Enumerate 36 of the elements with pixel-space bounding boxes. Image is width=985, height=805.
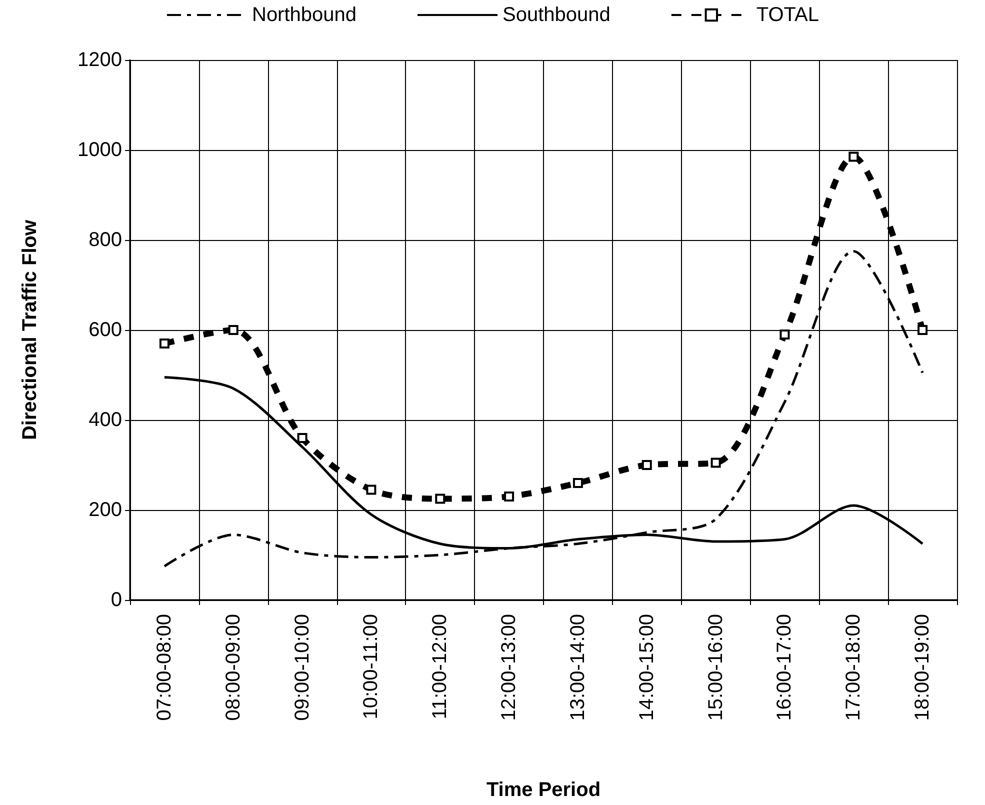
legend-label: Northbound bbox=[252, 4, 357, 26]
x-tick-label: 11:00-12:00 bbox=[429, 614, 452, 720]
point bbox=[918, 325, 928, 335]
y-tick-label: 1200 bbox=[78, 49, 122, 71]
point bbox=[642, 460, 652, 470]
point bbox=[435, 494, 446, 504]
point bbox=[366, 484, 376, 495]
x-tick-label: 09:00-10:00 bbox=[291, 614, 314, 721]
x-tick-label: 07:00-08:00 bbox=[153, 614, 176, 721]
y-tick-label: 800 bbox=[88, 229, 122, 251]
x-tick-label: 16:00-17:00 bbox=[774, 614, 796, 721]
point bbox=[572, 478, 583, 488]
x-tick-label: 08:00-09:00 bbox=[222, 614, 244, 721]
y-tick-label: 1000 bbox=[78, 139, 122, 161]
x-tick-label: 14:00-15:00 bbox=[636, 614, 658, 721]
y-axis-title: Directional Traffic Flow bbox=[19, 220, 41, 440]
y-tick-label: 400 bbox=[88, 409, 122, 431]
point bbox=[504, 492, 514, 502]
point bbox=[159, 338, 170, 348]
x-tick-label: 18:00-19:00 bbox=[912, 614, 934, 721]
x-axis-title: Time Period bbox=[486, 779, 601, 801]
point bbox=[710, 458, 721, 468]
x-tick-label: 15:00-16:00 bbox=[704, 614, 727, 721]
y-tick-label: 0 bbox=[110, 589, 122, 611]
x-tick-label: 12:00-13:00 bbox=[498, 614, 520, 721]
legend-label: TOTAL bbox=[756, 4, 820, 26]
point bbox=[228, 325, 238, 335]
point bbox=[297, 433, 308, 443]
x-tick-label: 17:00-18:00 bbox=[842, 614, 865, 721]
point bbox=[848, 152, 859, 162]
x-tick-label: 13:00-14:00 bbox=[566, 614, 589, 721]
x-tick-label: 10:00-11:00 bbox=[360, 614, 382, 720]
y-tick-label: 600 bbox=[88, 319, 122, 341]
legend-label: Southbound bbox=[502, 4, 610, 26]
y-tick-label: 200 bbox=[88, 499, 122, 521]
point bbox=[780, 330, 790, 340]
